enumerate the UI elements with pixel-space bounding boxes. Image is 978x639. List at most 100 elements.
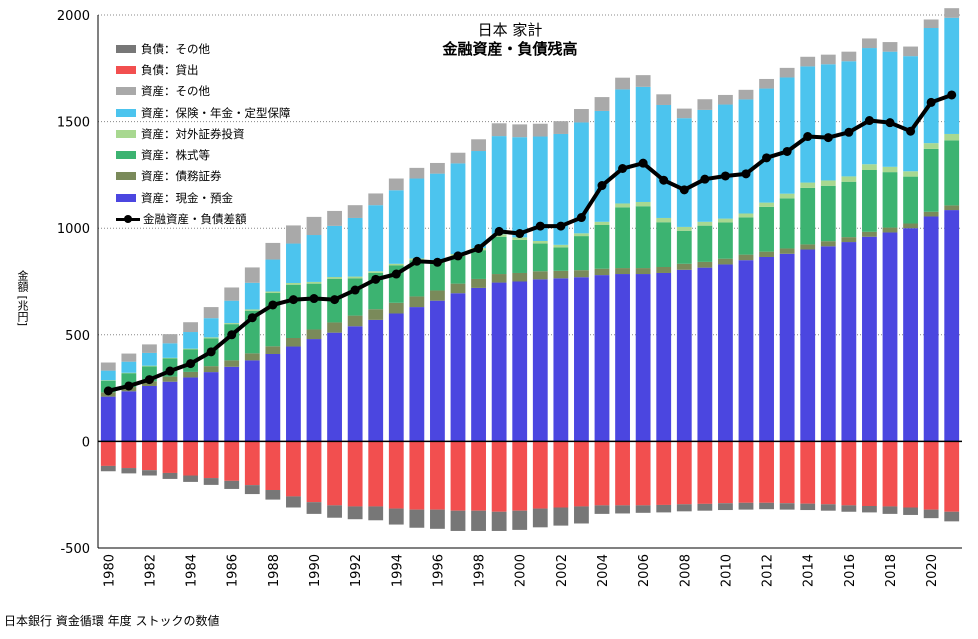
bar-segment (347, 315, 363, 327)
bar-segment (244, 309, 260, 311)
bar-segment (676, 269, 692, 442)
bar-segment (676, 108, 692, 119)
bar-segment (779, 503, 795, 510)
bar-segment (635, 201, 651, 207)
bar-segment (862, 441, 877, 506)
bar-segment (903, 223, 918, 229)
bar-segment (903, 507, 918, 515)
y-tick-label: 1500 (57, 116, 90, 131)
x-tick-label: 2020 (925, 554, 940, 587)
bar-segment (162, 334, 178, 344)
bar-segment (327, 225, 342, 278)
source-note: 日本銀行 資金循環 年度 ストックの数値 (4, 614, 220, 628)
bar-segment (532, 441, 548, 509)
bar-segment (903, 441, 918, 508)
bar-segment (635, 441, 651, 506)
bar-segment (224, 287, 240, 301)
bar-segment (183, 441, 198, 476)
bar-segment (718, 441, 733, 504)
bar-segment (553, 133, 569, 245)
bar-segment (944, 17, 960, 134)
bar-segment (697, 503, 713, 511)
bar-segment (759, 256, 774, 442)
bar-segment (574, 109, 589, 123)
bar-segment (532, 136, 548, 241)
bar-segment (100, 441, 116, 466)
bar-segment (471, 250, 486, 279)
x-tick-label: 1992 (349, 554, 364, 587)
net-point (186, 359, 196, 369)
bar-segment (635, 86, 651, 202)
bar-segment (368, 309, 384, 320)
x-tick-label: 1980 (102, 554, 117, 587)
bar-segment (635, 274, 651, 442)
net-point (412, 256, 422, 266)
bar-segment (820, 246, 836, 442)
title-sub: 金融資産・負債残高 (442, 40, 578, 58)
net-point (124, 381, 134, 391)
bar-segment (923, 509, 939, 519)
bar-segment (327, 505, 342, 518)
bar-segment (244, 441, 260, 486)
net-point (330, 295, 340, 305)
bar-segment (841, 51, 857, 62)
bar-segment (944, 511, 960, 522)
x-tick-label: 1998 (473, 554, 488, 587)
bar-segment (183, 371, 198, 378)
bar-segment (306, 281, 322, 284)
bar-segment (820, 180, 836, 186)
bar-segment (491, 282, 507, 442)
bar-segment (800, 56, 816, 67)
legend-swatch (116, 65, 136, 74)
bar-segment (121, 468, 137, 474)
bar-segment (286, 243, 301, 283)
legend-item: 資産：現金・預金 (116, 187, 291, 208)
bar-segment (388, 313, 404, 442)
bar-segment (409, 167, 425, 179)
bar-segment (450, 152, 466, 164)
bar-segment (286, 282, 301, 285)
legend: 負債：その他 負債：貸出 資産：その他 資産：保険・年金・定型保障 資産：対外証券投資資… (116, 38, 291, 230)
bar-segment (203, 307, 219, 319)
bar-segment (594, 268, 610, 276)
bar-segment (862, 169, 877, 232)
bar-segment (471, 441, 486, 511)
bar-segment (244, 360, 260, 442)
legend-swatch (116, 108, 136, 117)
bar-segment (738, 99, 754, 214)
bar-segment (553, 270, 569, 279)
bar-segment (676, 230, 692, 264)
bar-segment (759, 88, 774, 203)
bar-segment (162, 381, 178, 442)
legend-swatch (116, 151, 136, 160)
net-point (288, 295, 298, 305)
bar-segment (820, 54, 836, 65)
legend-swatch (116, 193, 136, 202)
bar-segment (779, 248, 795, 254)
bar-segment (162, 441, 178, 473)
bar-segment (594, 275, 610, 442)
bar-segment (347, 205, 363, 218)
bar-segment (944, 210, 960, 442)
bar-segment (388, 441, 404, 509)
bar-segment (327, 277, 342, 279)
bar-segment (738, 260, 754, 442)
legend-label: 資産：現金・預金 (141, 190, 233, 205)
bar-segment (142, 365, 157, 367)
bar-segment (347, 278, 363, 316)
bar-segment (265, 346, 281, 354)
net-point (432, 257, 442, 267)
bar-segment (759, 206, 774, 252)
legend-swatch (116, 172, 136, 181)
bar-segment (882, 42, 898, 52)
axes: -500 0 500 1000 1500 2000 1980 1982 1984 1986 1988… (57, 9, 962, 587)
net-point (844, 127, 854, 137)
bar-segment (347, 217, 363, 277)
legend-item: 資産：保険・年金・定型保障 (116, 102, 291, 123)
bar-segment (718, 222, 733, 259)
x-tick-label: 1984 (185, 554, 200, 587)
bar-segment (430, 162, 445, 174)
chart-title: 日本 家計 金融資産・負債残高 (380, 21, 640, 59)
net-point (350, 285, 360, 295)
bar-segment (409, 178, 425, 259)
